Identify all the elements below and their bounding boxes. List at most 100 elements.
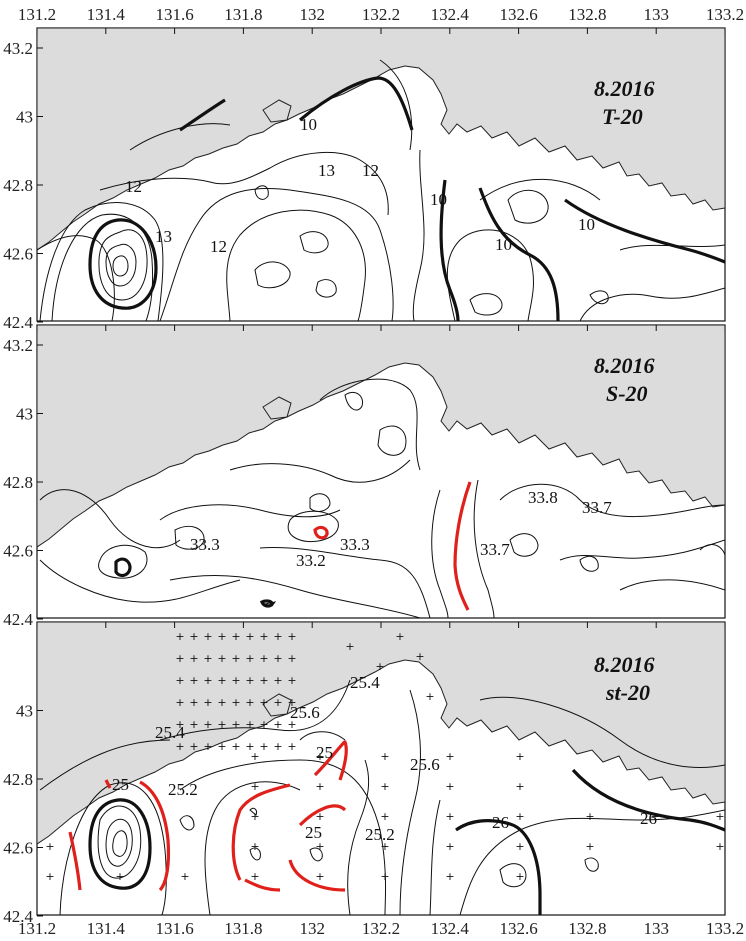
station-marker: + xyxy=(259,718,268,731)
density-station-markers: + + + + + + + + + + + + + + + + + + + + + + + + + + + + + + + + + + + + + + + +… xyxy=(45,630,724,883)
x-tick-label: 132.4 xyxy=(431,5,470,24)
panel-variable-label: T-20 xyxy=(602,104,643,129)
station-marker: + xyxy=(245,740,254,753)
x-tick-label: 132.2 xyxy=(362,5,400,24)
station-marker: + xyxy=(189,652,198,665)
x-tick-label: 131.6 xyxy=(155,5,193,24)
station-marker: + xyxy=(259,674,268,687)
x-tick-label: 132.6 xyxy=(499,919,537,938)
panel-temperature: 12 13 12 10 13 12 10 10 10 8.2016 T-20 xyxy=(36,27,726,322)
station-marker: + xyxy=(445,840,454,853)
density-red-contours xyxy=(68,740,348,892)
station-marker: + xyxy=(273,674,282,687)
station-marker: + xyxy=(287,718,296,731)
station-marker: + xyxy=(259,652,268,665)
x-tick-label: 131.6 xyxy=(155,919,193,938)
salinity-thick-contours xyxy=(114,557,274,608)
station-marker: + xyxy=(585,840,594,853)
station-marker: + xyxy=(217,652,226,665)
station-marker: + xyxy=(189,674,198,687)
station-marker: + xyxy=(515,840,524,853)
contour-label: 33.7 xyxy=(480,540,510,559)
land-area xyxy=(37,325,725,548)
contour-label: 10 xyxy=(495,235,512,254)
x-tick-label: 132.4 xyxy=(431,919,470,938)
station-marker: + xyxy=(445,780,454,793)
contour-label: 25 xyxy=(316,743,333,762)
station-marker: + xyxy=(245,718,254,731)
station-marker: + xyxy=(650,810,659,823)
x-tick-label: 131.8 xyxy=(224,5,262,24)
station-marker: + xyxy=(515,750,524,763)
station-marker: + xyxy=(217,696,226,709)
salinity-red-contours xyxy=(313,481,472,611)
station-marker: + xyxy=(45,840,54,853)
panel-density: + + + + + + + + + + + + + + + + + + + + + + + + + + + + + + + + + + + + + + + +… xyxy=(36,621,726,916)
x-tick-label: 133.2 xyxy=(706,919,744,938)
y-tick-label: 42.8 xyxy=(3,176,33,195)
station-marker: + xyxy=(175,718,184,731)
station-marker: + xyxy=(259,630,268,643)
station-marker: + xyxy=(189,696,198,709)
station-marker: + xyxy=(115,870,124,883)
station-marker: + xyxy=(415,650,424,663)
temperature-contour-labels: 12 13 12 10 13 12 10 10 10 xyxy=(125,115,595,256)
station-marker: + xyxy=(245,696,254,709)
contour-label: 12 xyxy=(362,161,379,180)
density-contour-labels: 25.4 25.6 25.4 25 25.2 25 25 25.2 25.6 2… xyxy=(112,673,657,844)
station-marker: + xyxy=(515,810,524,823)
x-tick-label: 132.6 xyxy=(499,5,537,24)
station-marker: + xyxy=(715,840,724,853)
station-marker: + xyxy=(203,630,212,643)
contour-label: 25.4 xyxy=(155,723,185,742)
x-axis-bottom: 131.2 131.4 131.6 131.8 132 132.2 132.4 132.6 13… xyxy=(18,919,744,938)
station-marker: + xyxy=(445,750,454,763)
station-marker: + xyxy=(250,780,259,793)
station-marker: + xyxy=(250,840,259,853)
station-marker: + xyxy=(250,870,259,883)
station-marker: + xyxy=(250,810,259,823)
station-marker: + xyxy=(287,630,296,643)
salinity-contours xyxy=(39,378,725,618)
panel-variable-label: S-20 xyxy=(606,381,648,406)
station-marker: + xyxy=(380,870,389,883)
station-marker: + xyxy=(189,630,198,643)
panel-date-label: 8.2016 xyxy=(594,76,655,101)
y-tick-label: 42.4 xyxy=(3,313,33,332)
station-marker: + xyxy=(231,740,240,753)
station-marker: + xyxy=(315,780,324,793)
y-tick-label: 42.8 xyxy=(3,770,33,789)
panel-salinity: 33.3 33.2 33.3 33.7 33.8 33.7 8.2016 S-2… xyxy=(36,324,726,619)
contour-label: 25.6 xyxy=(410,755,440,774)
station-marker: + xyxy=(273,696,282,709)
station-marker: + xyxy=(445,810,454,823)
station-marker: + xyxy=(180,870,189,883)
station-marker: + xyxy=(231,696,240,709)
y-tick-label: 42.6 xyxy=(3,839,33,858)
x-tick-label: 133 xyxy=(643,919,669,938)
contour-label: 25 xyxy=(305,823,322,842)
contour-label: 25.4 xyxy=(350,673,380,692)
station-marker: + xyxy=(273,652,282,665)
x-tick-label: 133 xyxy=(643,5,669,24)
station-marker: + xyxy=(203,652,212,665)
station-marker: + xyxy=(45,870,54,883)
station-marker: + xyxy=(203,696,212,709)
station-marker: + xyxy=(715,810,724,823)
station-marker: + xyxy=(445,870,454,883)
land-area xyxy=(37,622,725,845)
contour-label: 25.2 xyxy=(365,825,395,844)
station-marker: + xyxy=(380,780,389,793)
density-thick-contours xyxy=(88,768,725,915)
station-marker: + xyxy=(217,630,226,643)
station-marker: + xyxy=(380,840,389,853)
y-tick-label: 43 xyxy=(16,702,33,721)
contour-label: 33.2 xyxy=(296,551,326,570)
contour-label: 26 xyxy=(640,809,657,828)
station-marker: + xyxy=(231,674,240,687)
station-marker: + xyxy=(287,740,296,753)
contour-label: 10 xyxy=(300,115,317,134)
x-tick-label: 132 xyxy=(299,919,325,938)
station-marker: + xyxy=(315,810,324,823)
